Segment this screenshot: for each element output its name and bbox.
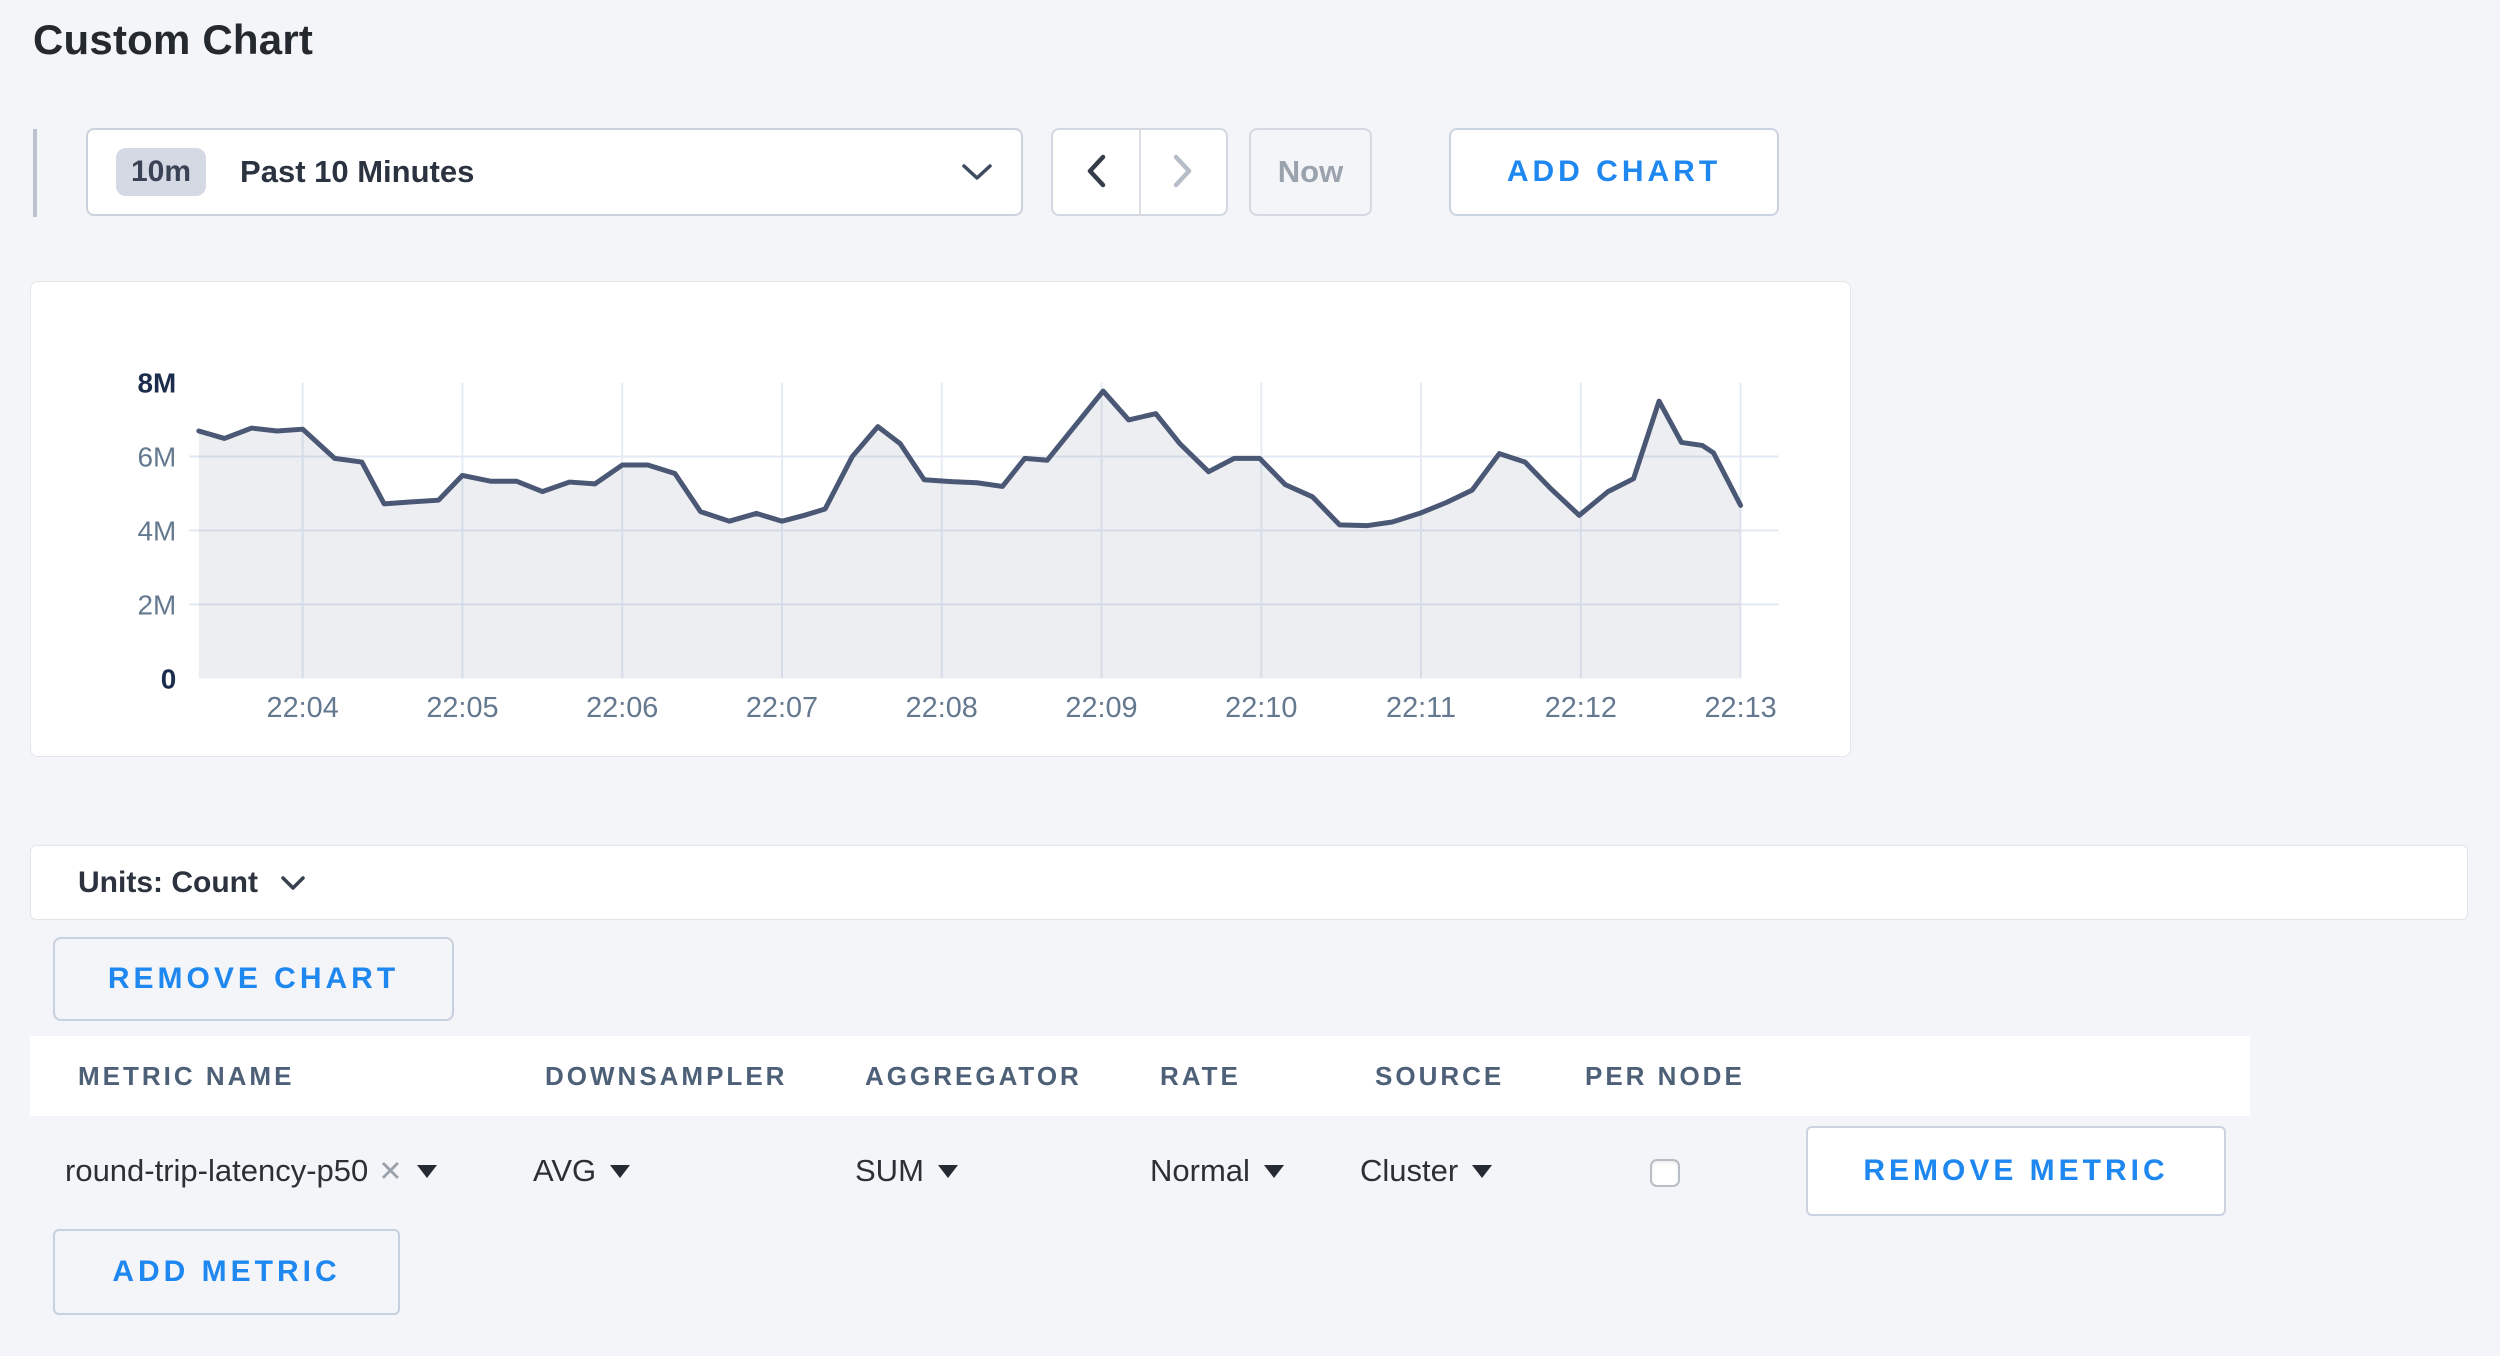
downsampler-dropdown[interactable]: AVG bbox=[533, 1116, 631, 1226]
x-axis-label: 22:07 bbox=[746, 692, 818, 724]
column-header-source: SOURCE bbox=[1375, 1061, 1505, 1091]
x-axis-label: 22:10 bbox=[1225, 692, 1297, 724]
aggregator-dropdown[interactable]: SUM bbox=[855, 1116, 958, 1226]
column-header-rate: RATE bbox=[1160, 1061, 1241, 1091]
caret-down-icon bbox=[610, 1164, 631, 1178]
aggregator-value: SUM bbox=[855, 1153, 924, 1188]
prev-time-button[interactable] bbox=[1053, 130, 1141, 214]
add-metric-button[interactable]: ADD METRIC bbox=[53, 1229, 400, 1315]
column-header-aggregator: AGGREGATOR bbox=[865, 1061, 1082, 1091]
page-title: Custom Chart bbox=[33, 16, 314, 63]
column-header-downsampler: DOWNSAMPLER bbox=[545, 1061, 788, 1091]
chart-card: 0 2M 4M 6M 8M 22:04 22:05 22:06 22:07 22:08 22:09 2… bbox=[30, 281, 1851, 757]
time-range-select[interactable]: 10m Past 10 Minutes bbox=[86, 128, 1023, 216]
chevron-left-icon bbox=[1084, 153, 1108, 192]
caret-down-icon bbox=[416, 1164, 437, 1178]
x-axis-label: 22:12 bbox=[1545, 692, 1617, 724]
x-axis-label: 22:11 bbox=[1386, 692, 1456, 724]
caret-down-icon bbox=[1472, 1164, 1493, 1178]
units-label: Units: Count bbox=[78, 865, 258, 899]
x-axis-label: 22:06 bbox=[586, 692, 658, 724]
next-time-button[interactable] bbox=[1141, 130, 1227, 214]
divider bbox=[33, 129, 37, 217]
time-nav-group bbox=[1051, 128, 1228, 216]
per-node-checkbox[interactable] bbox=[1650, 1159, 1680, 1187]
clear-metric-icon[interactable]: ✕ bbox=[378, 1155, 403, 1188]
metric-name-dropdown[interactable]: round-trip-latency-p50 ✕ bbox=[65, 1116, 437, 1226]
source-value: Cluster bbox=[1360, 1153, 1459, 1188]
y-axis-label: 2M bbox=[137, 589, 176, 620]
add-chart-button[interactable]: ADD CHART bbox=[1449, 128, 1779, 216]
remove-metric-button[interactable]: REMOVE METRIC bbox=[1806, 1126, 2226, 1216]
chevron-down-icon bbox=[961, 162, 993, 182]
x-axis-label: 22:13 bbox=[1704, 692, 1776, 724]
chevron-right-icon bbox=[1171, 153, 1195, 192]
metric-name-value: round-trip-latency-p50 bbox=[65, 1153, 369, 1188]
chevron-down-icon bbox=[280, 875, 306, 891]
x-axis-label: 22:09 bbox=[1065, 692, 1137, 724]
caret-down-icon bbox=[1263, 1164, 1284, 1178]
rate-value: Normal bbox=[1150, 1153, 1250, 1188]
x-axis-label: 22:05 bbox=[426, 692, 498, 724]
series-line bbox=[196, 388, 1744, 529]
column-header-metric-name: METRIC NAME bbox=[78, 1061, 295, 1091]
y-axis-label: 6M bbox=[137, 441, 176, 472]
now-button[interactable]: Now bbox=[1249, 128, 1372, 216]
time-range-label: Past 10 Minutes bbox=[240, 154, 475, 189]
y-axis-label: 0 bbox=[161, 663, 177, 694]
downsampler-value: AVG bbox=[533, 1153, 597, 1188]
y-axis-label: 8M bbox=[137, 368, 176, 399]
source-dropdown[interactable]: Cluster bbox=[1360, 1116, 1493, 1226]
x-axis-label: 22:04 bbox=[267, 692, 339, 724]
time-range-badge: 10m bbox=[116, 148, 207, 196]
units-dropdown[interactable]: Units: Count bbox=[30, 845, 2468, 920]
metric-row: round-trip-latency-p50 ✕ AVG SUM Normal … bbox=[30, 1116, 2250, 1226]
latency-area-chart[interactable]: 0 2M 4M 6M 8M 22:04 22:05 22:06 22:07 22:08 22:09 2… bbox=[31, 282, 1850, 756]
x-axis-label: 22:08 bbox=[906, 692, 978, 724]
series-area-fill bbox=[198, 391, 1741, 679]
column-header-per-node: PER NODE bbox=[1585, 1061, 1745, 1091]
remove-chart-button[interactable]: REMOVE CHART bbox=[53, 937, 454, 1021]
rate-dropdown[interactable]: Normal bbox=[1150, 1116, 1284, 1226]
caret-down-icon bbox=[937, 1164, 958, 1178]
y-axis-label: 4M bbox=[137, 515, 176, 546]
metrics-table-header: METRIC NAME DOWNSAMPLER AGGREGATOR RATE … bbox=[30, 1036, 2250, 1116]
